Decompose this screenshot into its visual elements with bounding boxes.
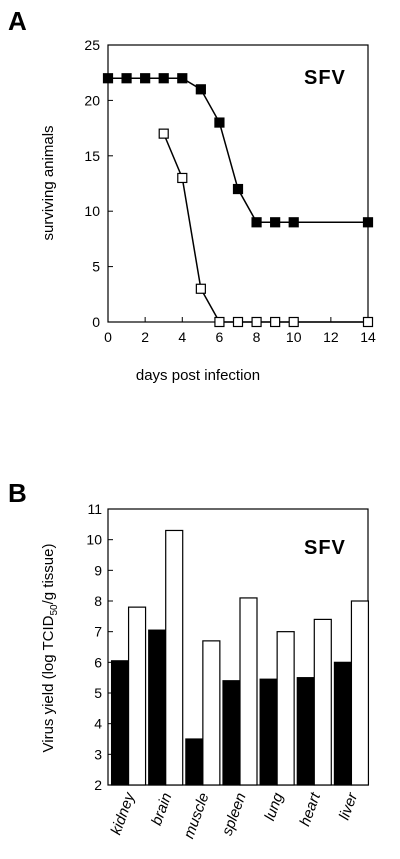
category-label: spleen [219,791,250,838]
category-label: kidney [108,789,139,837]
virus-yield-chart: B SFV Virus yield (log TCID50/g tissue) … [8,478,370,841]
bar-open [313,618,332,786]
bar-filled [296,677,315,786]
y-tick-label: 20 [84,92,100,108]
category-label: brain [148,791,175,828]
data-point-filled [195,84,206,95]
bar-filled [185,738,204,786]
bar-open [276,631,295,786]
x-tick-label: 12 [323,329,339,345]
data-point-open [195,283,206,294]
category-label: heart [296,790,324,829]
x-tick-label: 8 [253,329,261,345]
y-tick-label-b: 5 [94,685,102,701]
y-axis-label-b-main: Virus yield (log TCID [40,615,57,752]
chart-a-annotation: SFV [304,67,346,89]
data-point-open [251,316,262,328]
data-point-open [288,316,299,328]
bar-filled [259,678,278,786]
panel-b-letter: B [8,478,27,508]
category-label: lung [261,790,287,823]
y-tick-label-b: 8 [94,593,102,609]
y-tick-label-b: 7 [94,624,102,640]
bar-open [127,606,147,786]
x-tick-label: 6 [216,329,224,345]
data-point-open [362,316,374,328]
x-tick-label: 0 [104,329,112,345]
panel-a-letter: A [8,6,27,36]
y-axis-label-b-subscript: 50 [49,604,60,616]
chart-b-annotation: SFV [304,537,346,559]
x-tick-label: 2 [141,329,149,345]
x-axis-label: days post infection [136,367,260,384]
data-point-filled [288,217,299,228]
y-tick-label-b: 3 [94,746,102,762]
x-tick-label: 10 [286,329,302,345]
category-label: liver [336,790,362,823]
data-point-filled [251,217,262,228]
y-tick-label-b: 11 [87,501,102,517]
data-point-filled [362,217,374,228]
data-point-filled [102,73,114,84]
bar-open [202,640,221,786]
data-point-filled [158,73,169,84]
y-tick-label: 0 [92,314,100,330]
y-tick-label-b: 6 [94,654,102,670]
bar-filled [148,629,167,786]
data-point-open [232,316,244,328]
y-tick-label: 25 [84,37,100,53]
series-line [163,133,368,323]
bar-filled [110,660,130,786]
data-point-open [270,316,281,328]
category-label: muscle [180,791,212,841]
bar-filled [222,680,241,786]
y-tick-label: 10 [84,203,100,219]
y-tick-label: 5 [92,259,100,275]
bar-filled [333,661,353,786]
bar-open [165,529,184,786]
data-point-filled [232,183,244,195]
y-tick-label: 15 [84,148,100,164]
bar-open [239,597,258,786]
data-point-filled [214,117,225,128]
data-point-filled [270,217,281,228]
y-axis-label: surviving animals [40,125,57,240]
data-point-filled [177,73,188,84]
data-point-open [158,128,169,139]
data-point-open [214,316,225,328]
y-tick-label-b: 10 [86,532,102,548]
series-line [108,77,368,224]
data-point-open [177,172,188,184]
x-tick-label: 14 [360,329,376,345]
bar-open [350,600,370,786]
y-tick-label-b: 4 [94,716,102,732]
x-tick-label: 4 [178,329,186,345]
y-axis-label-b: Virus yield (log TCID50/g tissue) [40,544,60,753]
data-point-filled [140,73,151,84]
y-tick-label-b: 9 [94,562,102,578]
survival-chart: A SFV days post infection surviving anim… [8,6,376,384]
y-tick-label-b: 2 [94,777,102,793]
y-axis-label-b-unit: /g tissue) [40,544,57,605]
data-point-filled [121,73,132,84]
